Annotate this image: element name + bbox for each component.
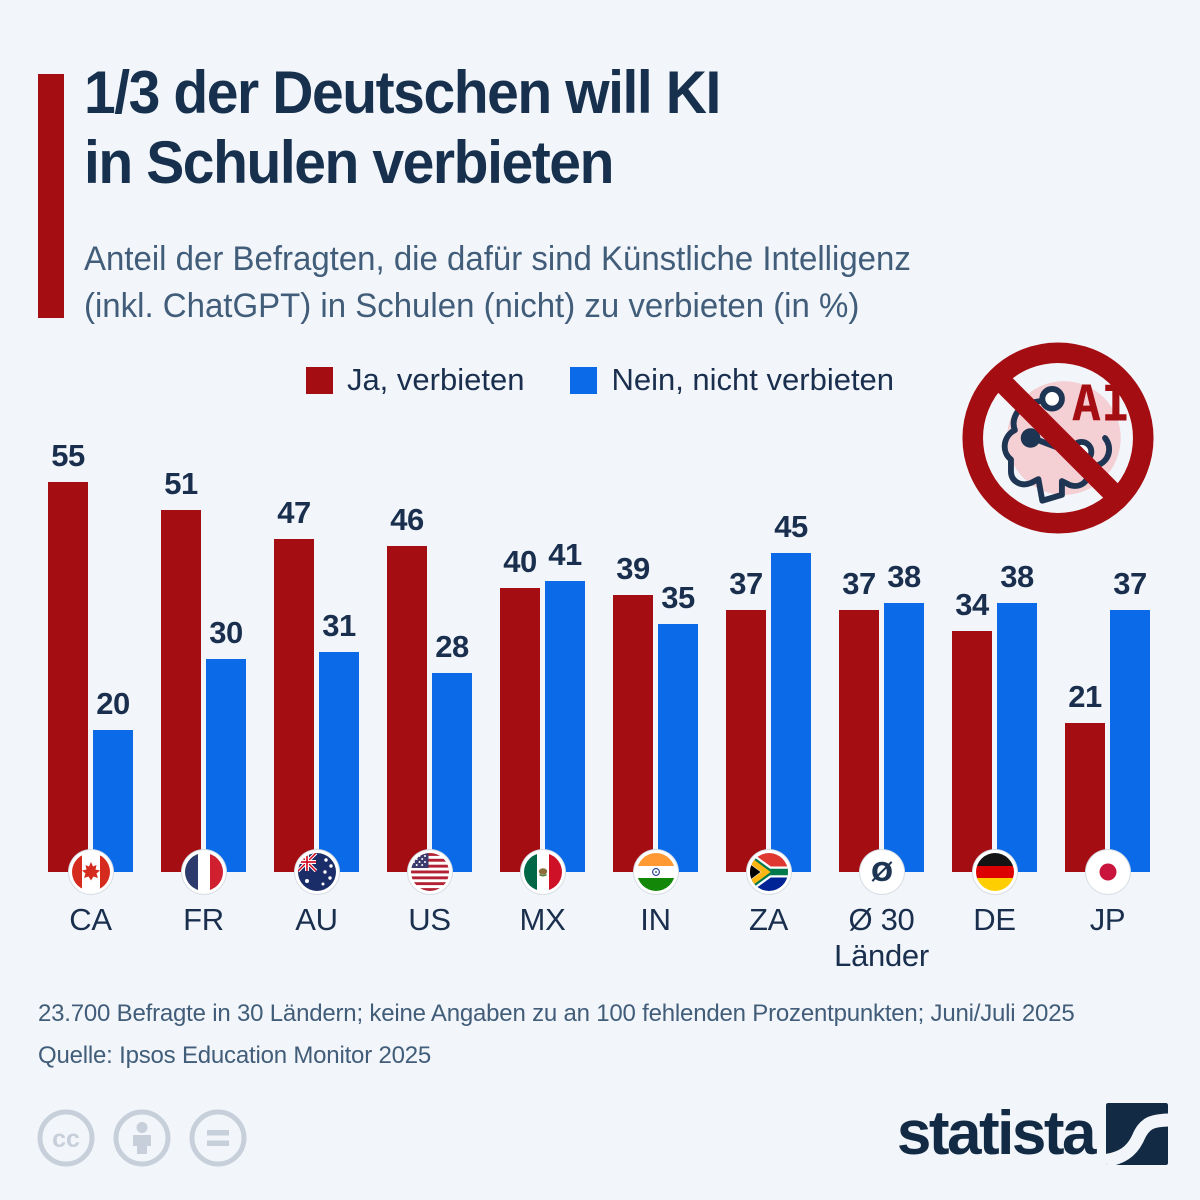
- page-title-line1: 1/3 der Deutschen will KI: [84, 59, 721, 126]
- value-label-ja-flag-in: 39: [616, 551, 650, 586]
- bar-nein-flag-mx: [545, 581, 585, 872]
- country-label-flag-mx: MX: [519, 902, 566, 937]
- flag-fr-icon: [181, 850, 226, 894]
- value-label-ja-average-symbol: 37: [842, 566, 876, 601]
- country-label-flag-za: ZA: [748, 902, 788, 937]
- bar-nein-flag-za: [771, 553, 811, 872]
- country-label-flag-jp: JP: [1089, 902, 1126, 937]
- bar-ja-flag-fr: [161, 510, 201, 872]
- flag-ca-icon: [68, 850, 113, 894]
- bar-ja-flag-jp: [1065, 723, 1105, 872]
- value-label-ja-flag-de: 34: [955, 587, 989, 622]
- country-label-average-symbol: Ø 30 Länder: [834, 902, 929, 973]
- flag-za-icon: [746, 850, 791, 894]
- value-label-nein-flag-za: 45: [774, 509, 808, 544]
- value-label-ja-flag-mx: 40: [503, 544, 537, 579]
- bar-ja-flag-au: [274, 539, 314, 872]
- value-label-nein-flag-ca: 20: [96, 686, 130, 721]
- country-label-flag-fr: FR: [183, 902, 224, 937]
- attribution-person-icon: [112, 1108, 172, 1168]
- value-label-ja-flag-us: 46: [390, 502, 424, 537]
- bar-nein-flag-de: [997, 603, 1037, 872]
- bar-nein-average-symbol: [884, 603, 924, 872]
- legend-label-nein: Nein, nicht verbieten: [611, 362, 895, 397]
- flag-us-icon: [407, 850, 452, 894]
- bar-nein-flag-in: [658, 624, 698, 872]
- flag-mx-icon: [520, 850, 565, 894]
- accent-bar: [38, 74, 64, 318]
- bar-ja-flag-mx: [500, 588, 540, 872]
- statista-logo: statista: [897, 1098, 1168, 1169]
- value-label-nein-flag-mx: 41: [548, 537, 582, 572]
- value-label-ja-flag-fr: 51: [164, 466, 198, 501]
- country-label-flag-de: DE: [973, 902, 1016, 937]
- bar-nein-flag-au: [319, 652, 359, 872]
- bar-ja-flag-in: [613, 595, 653, 872]
- legend: Ja, verbieten Nein, nicht verbieten: [0, 362, 1200, 398]
- footnote: 23.700 Befragte in 30 Ländern; keine Ang…: [38, 1000, 1075, 1027]
- statista-logo-mark-icon: [1106, 1102, 1168, 1165]
- legend-swatch-ja: [305, 366, 333, 394]
- source-line: Quelle: Ipsos Education Monitor 2025: [38, 1042, 432, 1069]
- country-label-flag-au: AU: [295, 902, 338, 937]
- value-label-nein-flag-de: 38: [1000, 559, 1034, 594]
- svg-text:Ø: Ø: [870, 858, 892, 888]
- bar-nein-flag-us: [432, 673, 472, 872]
- svg-text:cc: cc: [52, 1125, 80, 1153]
- bar-ja-flag-ca: [48, 482, 88, 872]
- flag-in-icon: [633, 850, 678, 894]
- flag-de-icon: [972, 850, 1017, 894]
- license-icons: cc: [36, 1108, 248, 1168]
- page-subtitle-line2: (inkl. ChatGPT) in Schulen (nicht) zu ve…: [84, 286, 860, 325]
- value-label-nein-flag-us: 28: [435, 629, 469, 664]
- legend-item-ja: Ja, verbieten: [305, 362, 525, 398]
- flag-jp-icon: [1085, 850, 1130, 894]
- country-label-flag-us: US: [408, 902, 451, 937]
- value-label-nein-flag-jp: 37: [1113, 566, 1147, 601]
- country-label-flag-in: IN: [640, 902, 671, 937]
- legend-label-ja: Ja, verbieten: [346, 362, 525, 397]
- value-label-nein-average-symbol: 38: [887, 559, 921, 594]
- bar-nein-flag-jp: [1110, 610, 1150, 872]
- value-label-nein-flag-au: 31: [322, 608, 356, 643]
- page-title: 1/3 der Deutschen will KI in Schulen ver…: [84, 58, 721, 198]
- bar-ja-average-symbol: [839, 610, 879, 872]
- country-label-flag-ca: CA: [69, 902, 112, 937]
- bar-ja-flag-us: [387, 546, 427, 872]
- value-label-nein-flag-in: 35: [661, 580, 695, 615]
- legend-item-nein: Nein, nicht verbieten: [570, 362, 894, 398]
- statista-logo-text: statista: [896, 1099, 1097, 1168]
- page-title-line2: in Schulen verbieten: [84, 129, 614, 197]
- page-subtitle: Anteil der Befragten, die dafür sind Kün…: [84, 236, 911, 329]
- value-label-ja-flag-za: 37: [729, 566, 763, 601]
- flag-au-icon: [294, 850, 339, 894]
- no-derivatives-icon: [188, 1108, 248, 1168]
- bar-ja-flag-za: [726, 610, 766, 872]
- value-label-ja-flag-ca: 55: [51, 438, 85, 473]
- ai-ban-icon: AI: [960, 340, 1156, 536]
- bar-nein-flag-ca: [93, 730, 133, 872]
- value-label-ja-flag-au: 47: [277, 495, 311, 530]
- bar-nein-flag-fr: [206, 659, 246, 872]
- bar-ja-flag-de: [952, 631, 992, 872]
- page-subtitle-line1: Anteil der Befragten, die dafür sind Kün…: [84, 240, 911, 278]
- average-symbol-icon: Ø: [859, 850, 904, 894]
- cc-icon: cc: [36, 1108, 96, 1168]
- value-label-nein-flag-fr: 30: [209, 615, 243, 650]
- value-label-ja-flag-jp: 21: [1068, 679, 1102, 714]
- legend-swatch-nein: [570, 366, 598, 394]
